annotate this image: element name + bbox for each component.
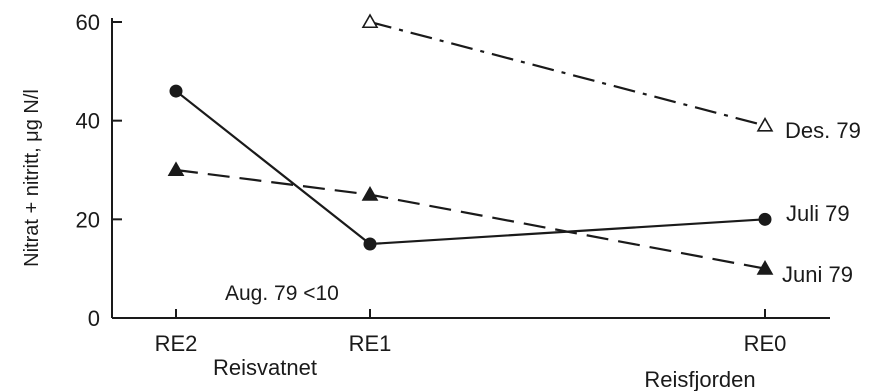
x-tick-label: RE0 [744, 331, 787, 356]
series-label: Juli 79 [786, 201, 850, 226]
y-tick-label: 60 [76, 10, 100, 35]
x-tick-label: RE1 [349, 331, 392, 356]
y-tick-label: 20 [76, 207, 100, 232]
y-tick-label: 40 [76, 109, 100, 134]
annotation-text: Aug. 79 <10 [225, 282, 339, 305]
labels-group: Reisvatnet Reisfjorden Aug. 79 <10 Des. 79 J… [213, 118, 861, 391]
series-label: Juni 79 [782, 262, 853, 287]
x-tick-label: RE2 [155, 331, 198, 356]
axes [111, 18, 830, 319]
series-line [175, 168, 766, 270]
y-tick-label: 0 [88, 306, 100, 331]
data-point [756, 260, 774, 275]
y-axis-label: Nitrat + nitritt, μg N/l [21, 89, 43, 267]
series-label: Des. 79 [785, 118, 861, 143]
data-point [167, 161, 185, 177]
series-line [175, 90, 766, 246]
series-line [369, 20, 766, 127]
data-point [756, 116, 774, 132]
data-point [363, 237, 377, 251]
data-point [361, 13, 379, 29]
x-ticks: RE2 RE1 RE0 [155, 309, 787, 356]
series-group [167, 13, 774, 275]
data-point [361, 186, 379, 201]
place-label: Reisfjorden [644, 367, 755, 391]
data-point [758, 212, 772, 226]
place-label: Reisvatnet [213, 355, 317, 380]
data-point [169, 84, 183, 98]
y-ticks: 0 20 40 60 Nitrat + nitritt, μg N/l [21, 10, 122, 331]
